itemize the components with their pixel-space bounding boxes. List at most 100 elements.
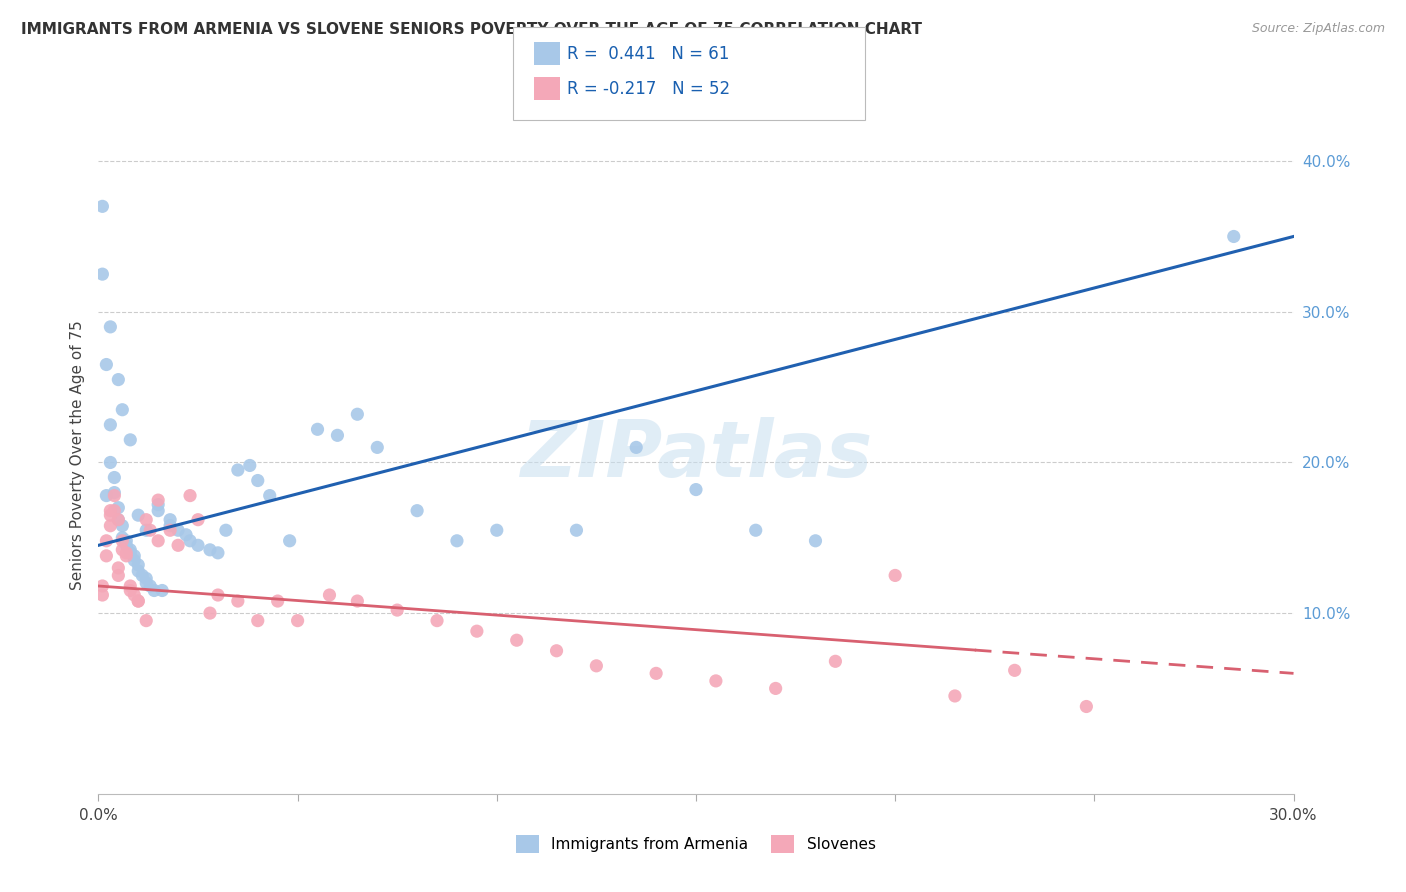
Point: [91, 579, 114, 593]
Point: [704, 673, 727, 688]
Point: [585, 658, 607, 673]
Point: [120, 583, 142, 598]
Point: [107, 500, 129, 515]
Text: ZIPatlas: ZIPatlas: [520, 417, 872, 493]
Point: [174, 528, 197, 542]
Point: [148, 498, 170, 512]
Point: [150, 583, 173, 598]
Point: [127, 508, 149, 523]
Point: [267, 594, 290, 608]
Point: [91, 267, 114, 281]
Point: [120, 546, 142, 560]
Point: [120, 579, 142, 593]
Point: [465, 624, 488, 639]
Point: [124, 588, 146, 602]
Point: [98, 319, 122, 334]
Point: [135, 614, 157, 628]
Point: [96, 533, 118, 548]
Point: [239, 458, 262, 473]
Point: [1223, 229, 1246, 244]
Point: [98, 455, 122, 469]
Point: [139, 523, 162, 537]
Point: [307, 422, 329, 436]
Point: [485, 523, 508, 537]
Point: [179, 489, 201, 503]
Point: [107, 373, 129, 387]
Point: [148, 533, 170, 548]
Point: [98, 508, 122, 523]
Point: [103, 470, 125, 484]
Point: [804, 533, 827, 548]
Point: [167, 538, 190, 552]
Point: [366, 441, 388, 455]
Point: [135, 571, 157, 585]
Point: [1004, 664, 1026, 678]
Point: [246, 614, 269, 628]
Point: [127, 594, 149, 608]
Point: [287, 614, 309, 628]
Text: Source: ZipAtlas.com: Source: ZipAtlas.com: [1251, 22, 1385, 36]
Point: [685, 483, 707, 497]
Point: [107, 513, 129, 527]
Point: [143, 583, 166, 598]
Point: [96, 549, 118, 563]
Point: [148, 503, 170, 517]
Point: [103, 485, 125, 500]
Point: [159, 518, 181, 533]
Point: [139, 579, 162, 593]
Point: [127, 594, 149, 608]
Point: [246, 474, 269, 488]
Point: [215, 523, 238, 537]
Point: [135, 513, 157, 527]
Point: [124, 549, 146, 563]
Point: [346, 594, 368, 608]
Point: [406, 503, 429, 517]
Point: [385, 603, 409, 617]
Point: [107, 568, 129, 582]
Point: [565, 523, 588, 537]
Point: [426, 614, 449, 628]
Text: R = -0.217   N = 52: R = -0.217 N = 52: [567, 80, 730, 98]
Point: [103, 489, 125, 503]
Point: [111, 531, 134, 545]
Text: IMMIGRANTS FROM ARMENIA VS SLOVENE SENIORS POVERTY OVER THE AGE OF 75 CORRELATIO: IMMIGRANTS FROM ARMENIA VS SLOVENE SENIO…: [21, 22, 922, 37]
Point: [107, 561, 129, 575]
Point: [98, 518, 122, 533]
Point: [135, 576, 157, 591]
Point: [346, 407, 368, 421]
Point: [259, 489, 281, 503]
Point: [207, 546, 229, 560]
Point: [506, 633, 529, 648]
Y-axis label: Seniors Poverty Over the Age of 75: Seniors Poverty Over the Age of 75: [69, 320, 84, 590]
Point: [107, 513, 129, 527]
Point: [226, 463, 249, 477]
Point: [111, 402, 134, 417]
Point: [115, 538, 138, 552]
Point: [124, 553, 146, 567]
Point: [765, 681, 787, 696]
Legend: Immigrants from Armenia, Slovenes: Immigrants from Armenia, Slovenes: [509, 827, 883, 861]
Point: [226, 594, 249, 608]
Point: [745, 523, 768, 537]
Point: [318, 588, 340, 602]
Point: [127, 564, 149, 578]
Point: [207, 588, 229, 602]
Point: [626, 441, 648, 455]
Point: [91, 199, 114, 213]
Point: [91, 588, 114, 602]
Point: [131, 568, 153, 582]
Point: [115, 549, 138, 563]
Point: [96, 358, 118, 372]
Point: [446, 533, 468, 548]
Point: [198, 542, 221, 557]
Point: [111, 533, 134, 548]
Text: R =  0.441   N = 61: R = 0.441 N = 61: [567, 45, 728, 63]
Point: [645, 666, 668, 681]
Point: [127, 558, 149, 572]
Point: [167, 523, 190, 537]
Point: [115, 546, 138, 560]
Point: [943, 689, 966, 703]
Point: [120, 542, 142, 557]
Point: [115, 533, 138, 548]
Point: [103, 503, 125, 517]
